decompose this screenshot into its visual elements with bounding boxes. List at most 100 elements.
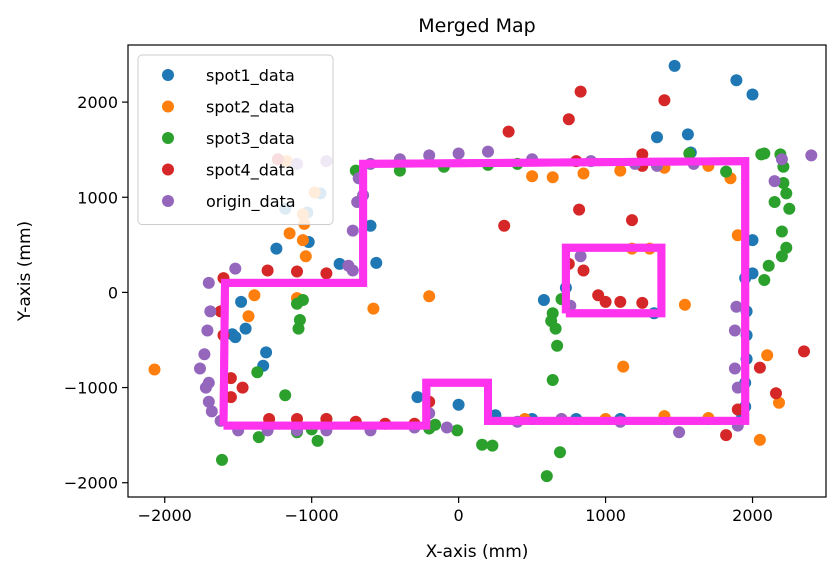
- spot2_data-point: [299, 250, 312, 263]
- origin_data-point: [346, 224, 359, 237]
- legend-marker: [162, 163, 174, 176]
- origin_data-point: [204, 305, 217, 318]
- origin_data-point: [423, 149, 436, 162]
- spot1_data-point: [730, 74, 743, 87]
- spot4_data-point: [626, 214, 638, 227]
- spot1_data-point: [651, 131, 663, 144]
- origin_data-point: [768, 175, 781, 188]
- spot3_data-point: [451, 424, 464, 437]
- axis-ticks: −2000 −1000 0 1000 2000 −2000 −1000 0 1000 2000: [64, 93, 773, 525]
- spot3_data-point: [292, 322, 305, 335]
- spot4_data-point: [798, 345, 810, 358]
- spot1_data-point: [681, 128, 694, 141]
- spot3_data-point: [429, 418, 442, 431]
- spot4_data-point: [770, 387, 782, 400]
- x-tick-label: 1000: [585, 506, 626, 525]
- spot3_data-point: [540, 470, 553, 483]
- origin_data-point: [574, 250, 587, 263]
- legend-label: spot3_data: [206, 129, 295, 149]
- spot3_data-point: [252, 431, 265, 444]
- spot4_data-point: [614, 295, 627, 308]
- boundary-line-overlay-6: [561, 243, 666, 318]
- spot3_data-point: [780, 187, 793, 200]
- spot1_data-point: [411, 391, 424, 404]
- spot4_data-point: [562, 113, 575, 126]
- spot3_data-point: [279, 389, 292, 402]
- spot4_data-point: [731, 403, 744, 416]
- spot4_data-point: [753, 361, 766, 374]
- spot2_data-point: [248, 289, 261, 302]
- spot3_data-point: [549, 322, 562, 335]
- legend-marker: [162, 195, 174, 207]
- origin_data-point: [673, 426, 686, 439]
- legend-label: origin_data: [206, 192, 296, 212]
- legend-label: spot4_data: [206, 161, 295, 181]
- spot2_data-point: [678, 298, 691, 311]
- spot1_data-point: [746, 267, 759, 280]
- x-tick-label: −1000: [285, 506, 339, 525]
- spot2_data-point: [296, 234, 309, 247]
- spot2_data-point: [546, 171, 559, 184]
- legend: spot1_data spot2_data spot3_data spot4_data…: [137, 54, 334, 225]
- spot3_data-point: [551, 339, 564, 352]
- spot3_data-point: [216, 453, 228, 466]
- spot1_data-point: [746, 88, 759, 101]
- x-tick-label: 0: [454, 506, 464, 525]
- spot4_data-point: [261, 264, 274, 277]
- spot2_data-point: [753, 433, 766, 446]
- y-tick-label: 2000: [77, 93, 118, 112]
- spot4_data-point: [291, 265, 303, 278]
- spot1_data-point: [746, 234, 759, 247]
- spot3_data-point: [775, 250, 788, 263]
- spot4_data-point: [236, 381, 249, 394]
- boundary-line-overlay-5: [219, 157, 750, 430]
- spot4_data-point: [636, 296, 649, 309]
- origin_data-point: [730, 300, 743, 313]
- spot3_data-point: [251, 366, 264, 379]
- spot2_data-point: [577, 167, 590, 180]
- origin_data-point: [229, 262, 242, 275]
- spot4_data-point: [599, 295, 612, 308]
- origin_data-point: [805, 149, 818, 162]
- spot1_data-point: [229, 331, 242, 344]
- spot2_data-point: [614, 164, 627, 177]
- axes-frame: [127, 44, 827, 498]
- origin_data-point: [202, 395, 215, 408]
- spot3_data-point: [683, 147, 696, 160]
- spot2_data-point: [423, 290, 436, 303]
- spot3_data-point: [546, 374, 559, 386]
- spot3_data-point: [554, 446, 566, 459]
- spot2_data-point: [617, 360, 630, 373]
- y-tick-label: 1000: [77, 188, 118, 207]
- spot2_data-point: [526, 170, 539, 183]
- spot1_data-point: [239, 322, 252, 335]
- spot4_data-point: [577, 264, 590, 277]
- x-axis-label: X-axis (mm): [426, 542, 529, 562]
- spot2_data-point: [731, 229, 744, 242]
- spot4_data-point: [320, 267, 333, 280]
- spot3_data-point: [486, 439, 499, 452]
- spot3_data-point: [311, 434, 324, 447]
- origin_data-point: [728, 362, 741, 375]
- origin_data-point: [482, 145, 494, 158]
- spot2_data-point: [148, 363, 161, 376]
- spot3_data-point: [758, 274, 771, 286]
- spot3_data-point: [291, 297, 303, 310]
- spot1_data-point: [452, 398, 465, 411]
- spot4_data-point: [636, 148, 649, 161]
- spot3_data-point: [768, 196, 781, 208]
- origin_data-point: [199, 381, 212, 394]
- origin_data-point: [201, 324, 214, 337]
- spot2_data-point: [761, 349, 774, 362]
- origin_data-point: [194, 362, 206, 375]
- origin_data-point: [198, 348, 211, 361]
- spot2_data-point: [773, 396, 785, 409]
- spot2_data-point: [283, 227, 296, 240]
- legend-marker: [162, 69, 174, 81]
- spot3_data-point: [775, 225, 788, 238]
- spot1_data-point: [260, 346, 273, 359]
- spot4_data-point: [658, 94, 671, 107]
- origin_data-point: [202, 276, 215, 289]
- spot1_data-point: [270, 242, 283, 255]
- origin_data-point: [205, 405, 218, 418]
